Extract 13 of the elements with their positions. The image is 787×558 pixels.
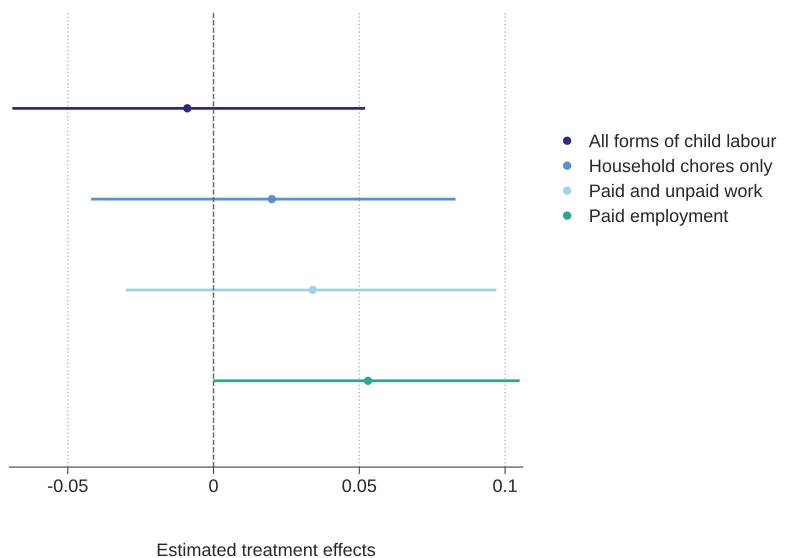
- legend-label: All forms of child labour: [588, 134, 776, 148]
- x-tick-label: 0.05: [342, 479, 376, 492]
- legend-label: Household chores only: [590, 158, 772, 176]
- x-tick-label: 0.1: [493, 479, 517, 492]
- x-tick-label: -0.05: [48, 479, 88, 492]
- point: [268, 194, 276, 204]
- legend-label: Paid and unpaid work: [590, 184, 762, 201]
- x-tick-label: 0: [209, 479, 218, 492]
- x-axis-title: Estimated treatment effects: [158, 542, 376, 556]
- point: [308, 286, 317, 294]
- legend-label: Paid employment: [590, 208, 728, 226]
- point: [183, 104, 192, 112]
- point: [364, 376, 372, 385]
